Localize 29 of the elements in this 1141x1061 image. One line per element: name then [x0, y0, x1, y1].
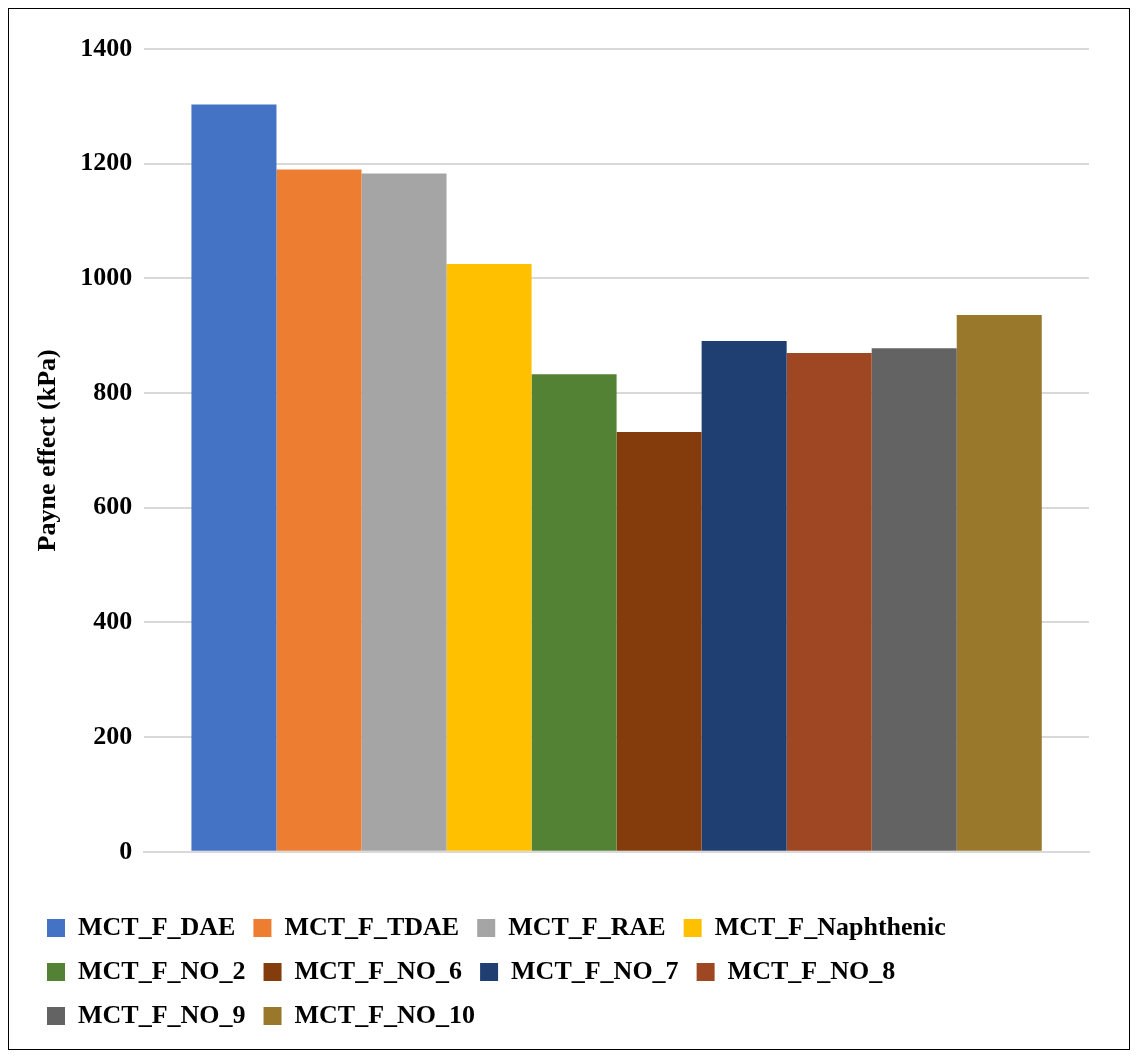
y-tick-label: 1000: [80, 262, 133, 292]
bar: [361, 173, 447, 851]
bar: [956, 315, 1042, 851]
legend-label: MCT_F_NO_6: [294, 955, 463, 985]
legend-label: MCT_F_NO_7: [511, 955, 679, 985]
y-tick-label: 200: [93, 720, 133, 750]
legend-label: MCT_F_NO_2: [78, 955, 246, 985]
legend-label: MCT_F_Naphthenic: [714, 911, 946, 941]
bar: [276, 169, 362, 851]
legend-label: MCT_F_NO_10: [294, 999, 476, 1029]
y-tick-label: 400: [93, 606, 133, 636]
y-tick-label: 1200: [80, 147, 133, 177]
legend-label: MCT_F_NO_9: [78, 999, 246, 1029]
bar: [191, 104, 277, 851]
legend-label: MCT_F_TDAE: [284, 911, 460, 941]
bar: [446, 264, 532, 851]
y-tick-label: 0: [119, 835, 133, 865]
legend-label: MCT_F_DAE: [78, 911, 236, 941]
bar: [531, 374, 617, 851]
bar: [701, 340, 787, 851]
bar: [616, 432, 702, 851]
y-tick-label: 800: [93, 376, 133, 406]
y-tick-label: 1400: [80, 32, 133, 62]
legend-label: MCT_F_NO_8: [727, 955, 896, 985]
bar: [871, 348, 957, 851]
legend-label: MCT_F_RAE: [508, 911, 666, 941]
y-axis-title: Payne effect (kPa): [32, 349, 62, 552]
y-tick-label: 600: [93, 491, 133, 521]
bar: [786, 352, 872, 851]
